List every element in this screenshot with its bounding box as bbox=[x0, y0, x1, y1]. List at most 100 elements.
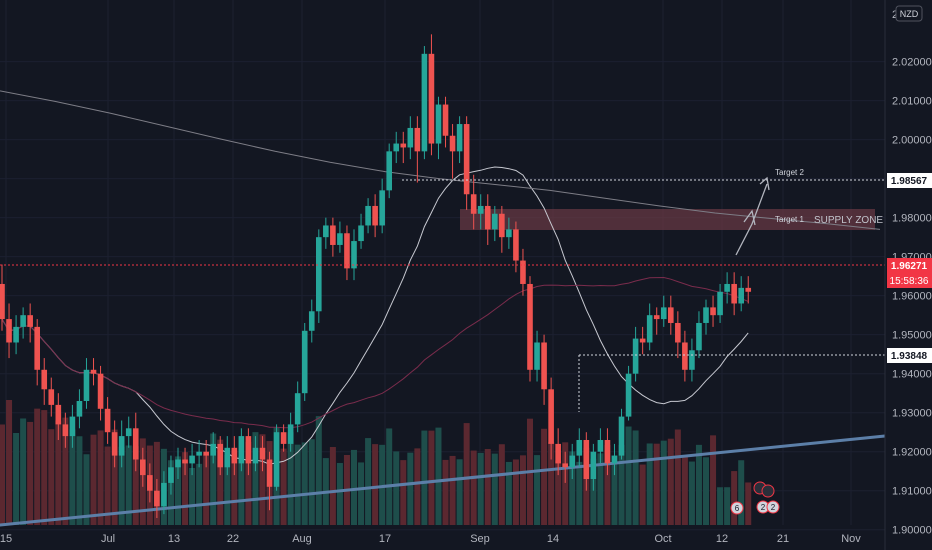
current-price-label-bg bbox=[887, 258, 932, 288]
candlesticks bbox=[0, 34, 752, 519]
candle-body bbox=[189, 455, 195, 464]
target2-label: Target 2 bbox=[775, 168, 804, 177]
price-tick-label: 1.92000 bbox=[892, 447, 932, 459]
candle-body bbox=[435, 104, 442, 144]
event-badge-2b-text: 2 bbox=[771, 503, 776, 512]
volume-bar bbox=[55, 420, 62, 525]
volume-bar bbox=[717, 487, 724, 525]
volume-bar bbox=[611, 455, 618, 525]
candle-body bbox=[147, 475, 153, 491]
volume-bar bbox=[428, 430, 435, 525]
candle-body bbox=[738, 287, 744, 304]
volume-bar bbox=[688, 461, 695, 525]
volume-bar bbox=[590, 458, 597, 525]
volume-bar bbox=[329, 447, 336, 525]
candle-body bbox=[696, 322, 702, 351]
candle-body bbox=[604, 440, 611, 464]
candle-body bbox=[83, 369, 90, 401]
current-price-label: 1.96271 bbox=[891, 261, 928, 272]
price-tick-label: 1.98000 bbox=[892, 213, 932, 225]
event-badges[interactable]: 6 2 2 bbox=[730, 481, 780, 515]
event-badge-2b[interactable] bbox=[766, 500, 780, 514]
volume-bar bbox=[414, 448, 421, 525]
volume-bar bbox=[379, 444, 386, 525]
candle-body bbox=[6, 319, 12, 343]
volume-bar bbox=[372, 444, 379, 525]
currency-badge[interactable] bbox=[895, 5, 923, 22]
price-tick-label-top: 2 bbox=[892, 9, 898, 21]
event-badge-flag-2[interactable] bbox=[761, 484, 775, 498]
candle-body bbox=[238, 436, 245, 464]
volume-bar bbox=[646, 443, 653, 525]
candle-body bbox=[330, 225, 336, 245]
candle-body bbox=[266, 459, 273, 487]
candle-body bbox=[48, 389, 55, 405]
volume-bar bbox=[62, 417, 69, 525]
volume-bar bbox=[703, 457, 709, 525]
volume-bar bbox=[294, 444, 301, 525]
candle-body bbox=[125, 428, 132, 437]
volume-bar bbox=[745, 482, 752, 525]
candle-body bbox=[168, 467, 174, 483]
volume-bar bbox=[69, 429, 76, 525]
volume-bar bbox=[421, 430, 428, 525]
projection-arrow-path[interactable] bbox=[735, 183, 768, 256]
volume-bar bbox=[625, 426, 632, 525]
candle-body bbox=[682, 342, 688, 370]
candle-body bbox=[245, 436, 252, 464]
candle-body bbox=[470, 194, 477, 214]
volume-bar bbox=[597, 453, 604, 525]
time-tick-label: Jul bbox=[101, 533, 115, 545]
volume-bar bbox=[287, 432, 294, 525]
candle-body bbox=[62, 424, 69, 437]
volume-bar bbox=[393, 451, 400, 525]
candle-body bbox=[745, 287, 752, 292]
ma-gray-line bbox=[0, 90, 881, 230]
candle-body bbox=[710, 307, 716, 316]
time-axis[interactable]: 15 Jul 13 22 Aug 17 Sep 14 Oct 12 21 Nov bbox=[0, 533, 861, 545]
candle-body bbox=[400, 143, 407, 148]
volume-bar bbox=[132, 446, 139, 525]
volume-bar bbox=[210, 433, 217, 525]
volume-bar bbox=[175, 456, 181, 525]
candle-body bbox=[69, 416, 76, 437]
candle-body bbox=[611, 455, 618, 464]
candle-body bbox=[372, 205, 378, 226]
event-badge-6[interactable] bbox=[730, 501, 744, 515]
volume-bar bbox=[41, 410, 48, 525]
price-tick-label: 2.02000 bbox=[892, 57, 932, 69]
price-tick-label: 2.00000 bbox=[892, 135, 932, 147]
time-tick-label: 15 bbox=[0, 533, 12, 545]
candle-body bbox=[513, 229, 519, 261]
volume-bar bbox=[618, 444, 625, 525]
volume-bar bbox=[125, 445, 132, 525]
candle-body bbox=[520, 260, 526, 284]
volume-bar bbox=[280, 448, 287, 525]
volume-bar bbox=[653, 443, 660, 525]
time-tick-label: 12 bbox=[716, 533, 728, 545]
volume-bar bbox=[463, 423, 470, 525]
supply-zone[interactable] bbox=[460, 209, 875, 230]
volume-bar bbox=[6, 400, 13, 525]
candle-body bbox=[203, 451, 209, 456]
candle-body bbox=[717, 291, 723, 316]
candle-body bbox=[456, 124, 463, 152]
event-badge-6-text: 6 bbox=[735, 504, 740, 513]
candle-body bbox=[41, 369, 48, 390]
volume-bar bbox=[484, 449, 491, 525]
volume-bar bbox=[456, 459, 463, 525]
candle-body bbox=[196, 451, 202, 456]
volume-bar bbox=[189, 467, 196, 525]
ascending-trendline[interactable] bbox=[0, 434, 887, 527]
volume-bar bbox=[667, 438, 674, 525]
volume-bar bbox=[576, 461, 583, 525]
candle-body bbox=[597, 440, 604, 452]
candle-body bbox=[224, 447, 231, 468]
currency-badge-text: NZD bbox=[900, 9, 919, 19]
candle-body bbox=[217, 443, 224, 468]
candle-body bbox=[703, 307, 709, 323]
time-tick-label: Aug bbox=[292, 533, 312, 545]
candle-body bbox=[358, 225, 364, 242]
volume-bar bbox=[604, 445, 611, 525]
